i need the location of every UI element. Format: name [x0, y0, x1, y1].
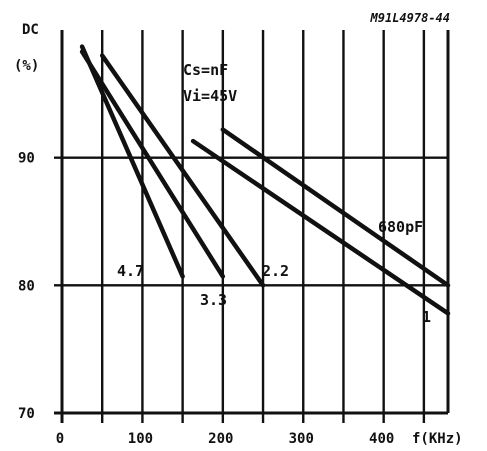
x-tick-label: 300 — [289, 431, 314, 447]
series-label: 680pF — [378, 218, 423, 236]
series-line-680pf — [220, 127, 451, 288]
condition-input-voltage: Vi=45V — [183, 87, 237, 105]
x-tick-label: 400 — [369, 431, 394, 447]
series-line-3.3 — [79, 49, 226, 279]
y-tick-label: 90 — [18, 151, 35, 167]
y-axis-title: DC — [22, 22, 39, 38]
y-tick-label: 80 — [18, 278, 35, 294]
x-axis-title: f(KHz) — [412, 431, 463, 447]
series-label: 1 — [422, 308, 431, 326]
condition-capacitance: Cs=nF — [183, 61, 228, 79]
label-layer: M91L4978-44 DC (%) f(KHz) Cs=nF Vi=45V 0… — [14, 11, 463, 447]
x-tick-label: 200 — [208, 431, 233, 447]
y-tick-label: 70 — [18, 406, 35, 422]
series-line-2.2 — [99, 53, 266, 288]
series-layer — [79, 44, 451, 316]
series-line-4.7 — [79, 44, 185, 279]
series-label: 3.3 — [200, 291, 227, 309]
series-label: 2.2 — [262, 262, 289, 280]
figure-code: M91L4978-44 — [370, 11, 450, 25]
series-label: 4.7 — [117, 262, 144, 280]
x-tick-label: 0 — [56, 431, 64, 447]
series-line-1 — [190, 138, 451, 316]
x-tick-label: 100 — [128, 431, 153, 447]
y-axis-unit: (%) — [14, 58, 39, 74]
